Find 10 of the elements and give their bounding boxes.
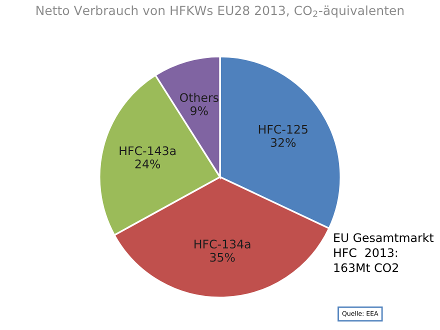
data-label: 24% — [135, 160, 160, 168]
data-label: 32% — [270, 138, 296, 147]
slice-label: HFC-143a — [120, 146, 176, 156]
slice-label: HFC-125 — [258, 124, 308, 134]
text: EU Gesamtmarkt HFC 2013: 163Mt CO2 — [334, 233, 434, 272]
data-label: 35% — [210, 252, 235, 262]
slice-label: HFC-134a — [194, 240, 250, 249]
data-label: 9% — [190, 106, 208, 116]
slice-label: Others — [180, 92, 218, 102]
chart-title: Netto Verbrauch von HFKWs EU28 2013, CO$_{2}$-äquivalenten — [36, 5, 404, 18]
